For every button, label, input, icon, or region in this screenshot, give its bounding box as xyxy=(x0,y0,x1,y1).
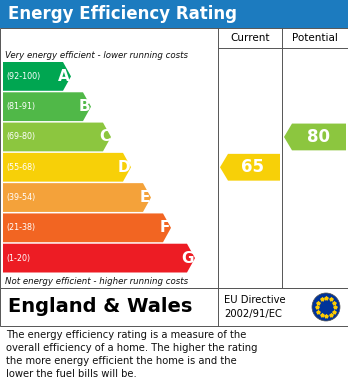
Polygon shape xyxy=(3,153,131,182)
Text: D: D xyxy=(117,160,130,175)
Polygon shape xyxy=(3,213,171,242)
Text: C: C xyxy=(99,129,110,144)
Polygon shape xyxy=(3,92,91,121)
Text: (1-20): (1-20) xyxy=(6,254,30,263)
Text: Current: Current xyxy=(230,33,270,43)
Text: England & Wales: England & Wales xyxy=(8,298,192,316)
Text: Very energy efficient - lower running costs: Very energy efficient - lower running co… xyxy=(5,50,188,59)
Text: 65: 65 xyxy=(242,158,264,176)
Text: (69-80): (69-80) xyxy=(6,133,35,142)
Text: Potential: Potential xyxy=(292,33,338,43)
Bar xyxy=(0,28,348,288)
Text: Not energy efficient - higher running costs: Not energy efficient - higher running co… xyxy=(5,276,188,285)
Text: (21-38): (21-38) xyxy=(6,223,35,232)
Bar xyxy=(0,0,348,28)
Text: (55-68): (55-68) xyxy=(6,163,35,172)
Polygon shape xyxy=(3,62,71,91)
Polygon shape xyxy=(3,183,151,212)
Polygon shape xyxy=(284,124,346,151)
Circle shape xyxy=(312,293,340,321)
Text: Energy Efficiency Rating: Energy Efficiency Rating xyxy=(8,5,237,23)
Text: (39-54): (39-54) xyxy=(6,193,35,202)
Text: B: B xyxy=(78,99,90,114)
Text: overall efficiency of a home. The higher the rating: overall efficiency of a home. The higher… xyxy=(6,343,258,353)
Text: (92-100): (92-100) xyxy=(6,72,40,81)
Text: (81-91): (81-91) xyxy=(6,102,35,111)
Text: E: E xyxy=(140,190,150,205)
Text: The energy efficiency rating is a measure of the: The energy efficiency rating is a measur… xyxy=(6,330,246,340)
Text: EU Directive
2002/91/EC: EU Directive 2002/91/EC xyxy=(224,295,286,319)
Bar xyxy=(0,288,348,326)
Text: 80: 80 xyxy=(307,128,330,146)
Polygon shape xyxy=(3,244,195,273)
Text: G: G xyxy=(182,251,194,265)
Text: A: A xyxy=(58,69,70,84)
Polygon shape xyxy=(3,122,111,151)
Text: lower the fuel bills will be.: lower the fuel bills will be. xyxy=(6,369,137,379)
Text: F: F xyxy=(160,220,170,235)
Text: the more energy efficient the home is and the: the more energy efficient the home is an… xyxy=(6,356,237,366)
Polygon shape xyxy=(220,154,280,181)
